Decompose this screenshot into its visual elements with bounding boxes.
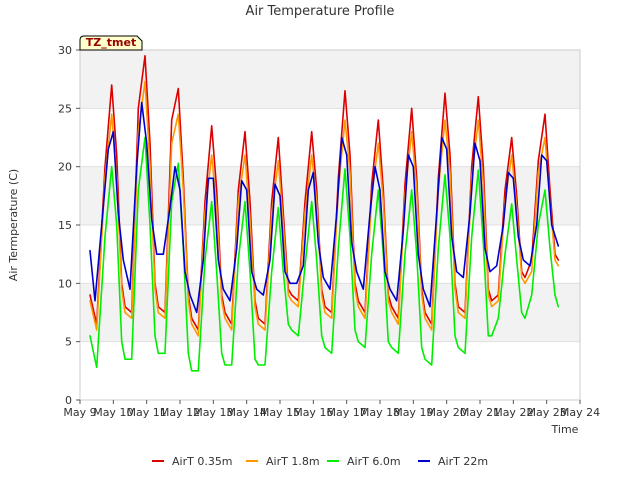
background-bands — [80, 50, 580, 342]
tz-badge-label: TZ_tmet — [86, 36, 136, 49]
x-tick-label: May 20 — [427, 406, 467, 419]
series-lines — [89, 54, 560, 372]
x-tick-label: May 10 — [93, 406, 133, 419]
y-tick-label: 0 — [65, 394, 72, 407]
background-band-0 — [80, 283, 580, 342]
x-tick-label: May 17 — [327, 406, 367, 419]
x-tick-label: May 24 — [560, 406, 600, 419]
x-tick-label: May 12 — [160, 406, 200, 419]
y-tick-label: 20 — [58, 161, 72, 174]
series-line-3 — [89, 101, 560, 314]
tz-badge: TZ_tmet — [79, 35, 143, 51]
tz-badge-box — [79, 35, 143, 51]
series-line-2 — [89, 136, 560, 372]
y-tick-label: 25 — [58, 102, 72, 115]
series-line-1 — [89, 80, 560, 337]
legend-label-0: AirT 0.35m — [172, 455, 233, 468]
series-line-0 — [89, 54, 560, 331]
x-tick-label: May 15 — [260, 406, 300, 419]
legend-label-2: AirT 6.0m — [347, 455, 401, 468]
y-axis-label: Air Termperature (C) — [7, 169, 20, 281]
x-tick-label: May 23 — [527, 406, 567, 419]
y-axis-ticks: 0 5 10 15 20 25 30 — [58, 44, 80, 407]
chart-title: Air Temperature Profile — [246, 4, 395, 19]
x-tick-label: May 22 — [493, 406, 533, 419]
x-tick-label: May 19 — [393, 406, 433, 419]
x-tick-label: May 13 — [193, 406, 233, 419]
x-tick-label: May 16 — [293, 406, 333, 419]
background-band-1 — [80, 166, 580, 225]
y-tick-label: 30 — [58, 44, 72, 57]
legend-label-3: AirT 22m — [438, 455, 488, 468]
x-axis-label: Time — [551, 423, 579, 436]
background-band-2 — [80, 50, 580, 109]
x-tick-label: May 14 — [227, 406, 267, 419]
x-tick-label: May 21 — [460, 406, 500, 419]
legend: AirT 0.35m AirT 1.8m AirT 6.0m AirT 22m — [152, 455, 488, 468]
x-tick-label: May 18 — [360, 406, 400, 419]
x-tick-label: May 11 — [127, 406, 167, 419]
y-tick-label: 15 — [58, 219, 72, 232]
y-tick-label: 10 — [58, 277, 72, 290]
x-tick-label: May 9 — [63, 406, 96, 419]
y-tick-label: 5 — [65, 336, 72, 349]
legend-label-1: AirT 1.8m — [266, 455, 320, 468]
